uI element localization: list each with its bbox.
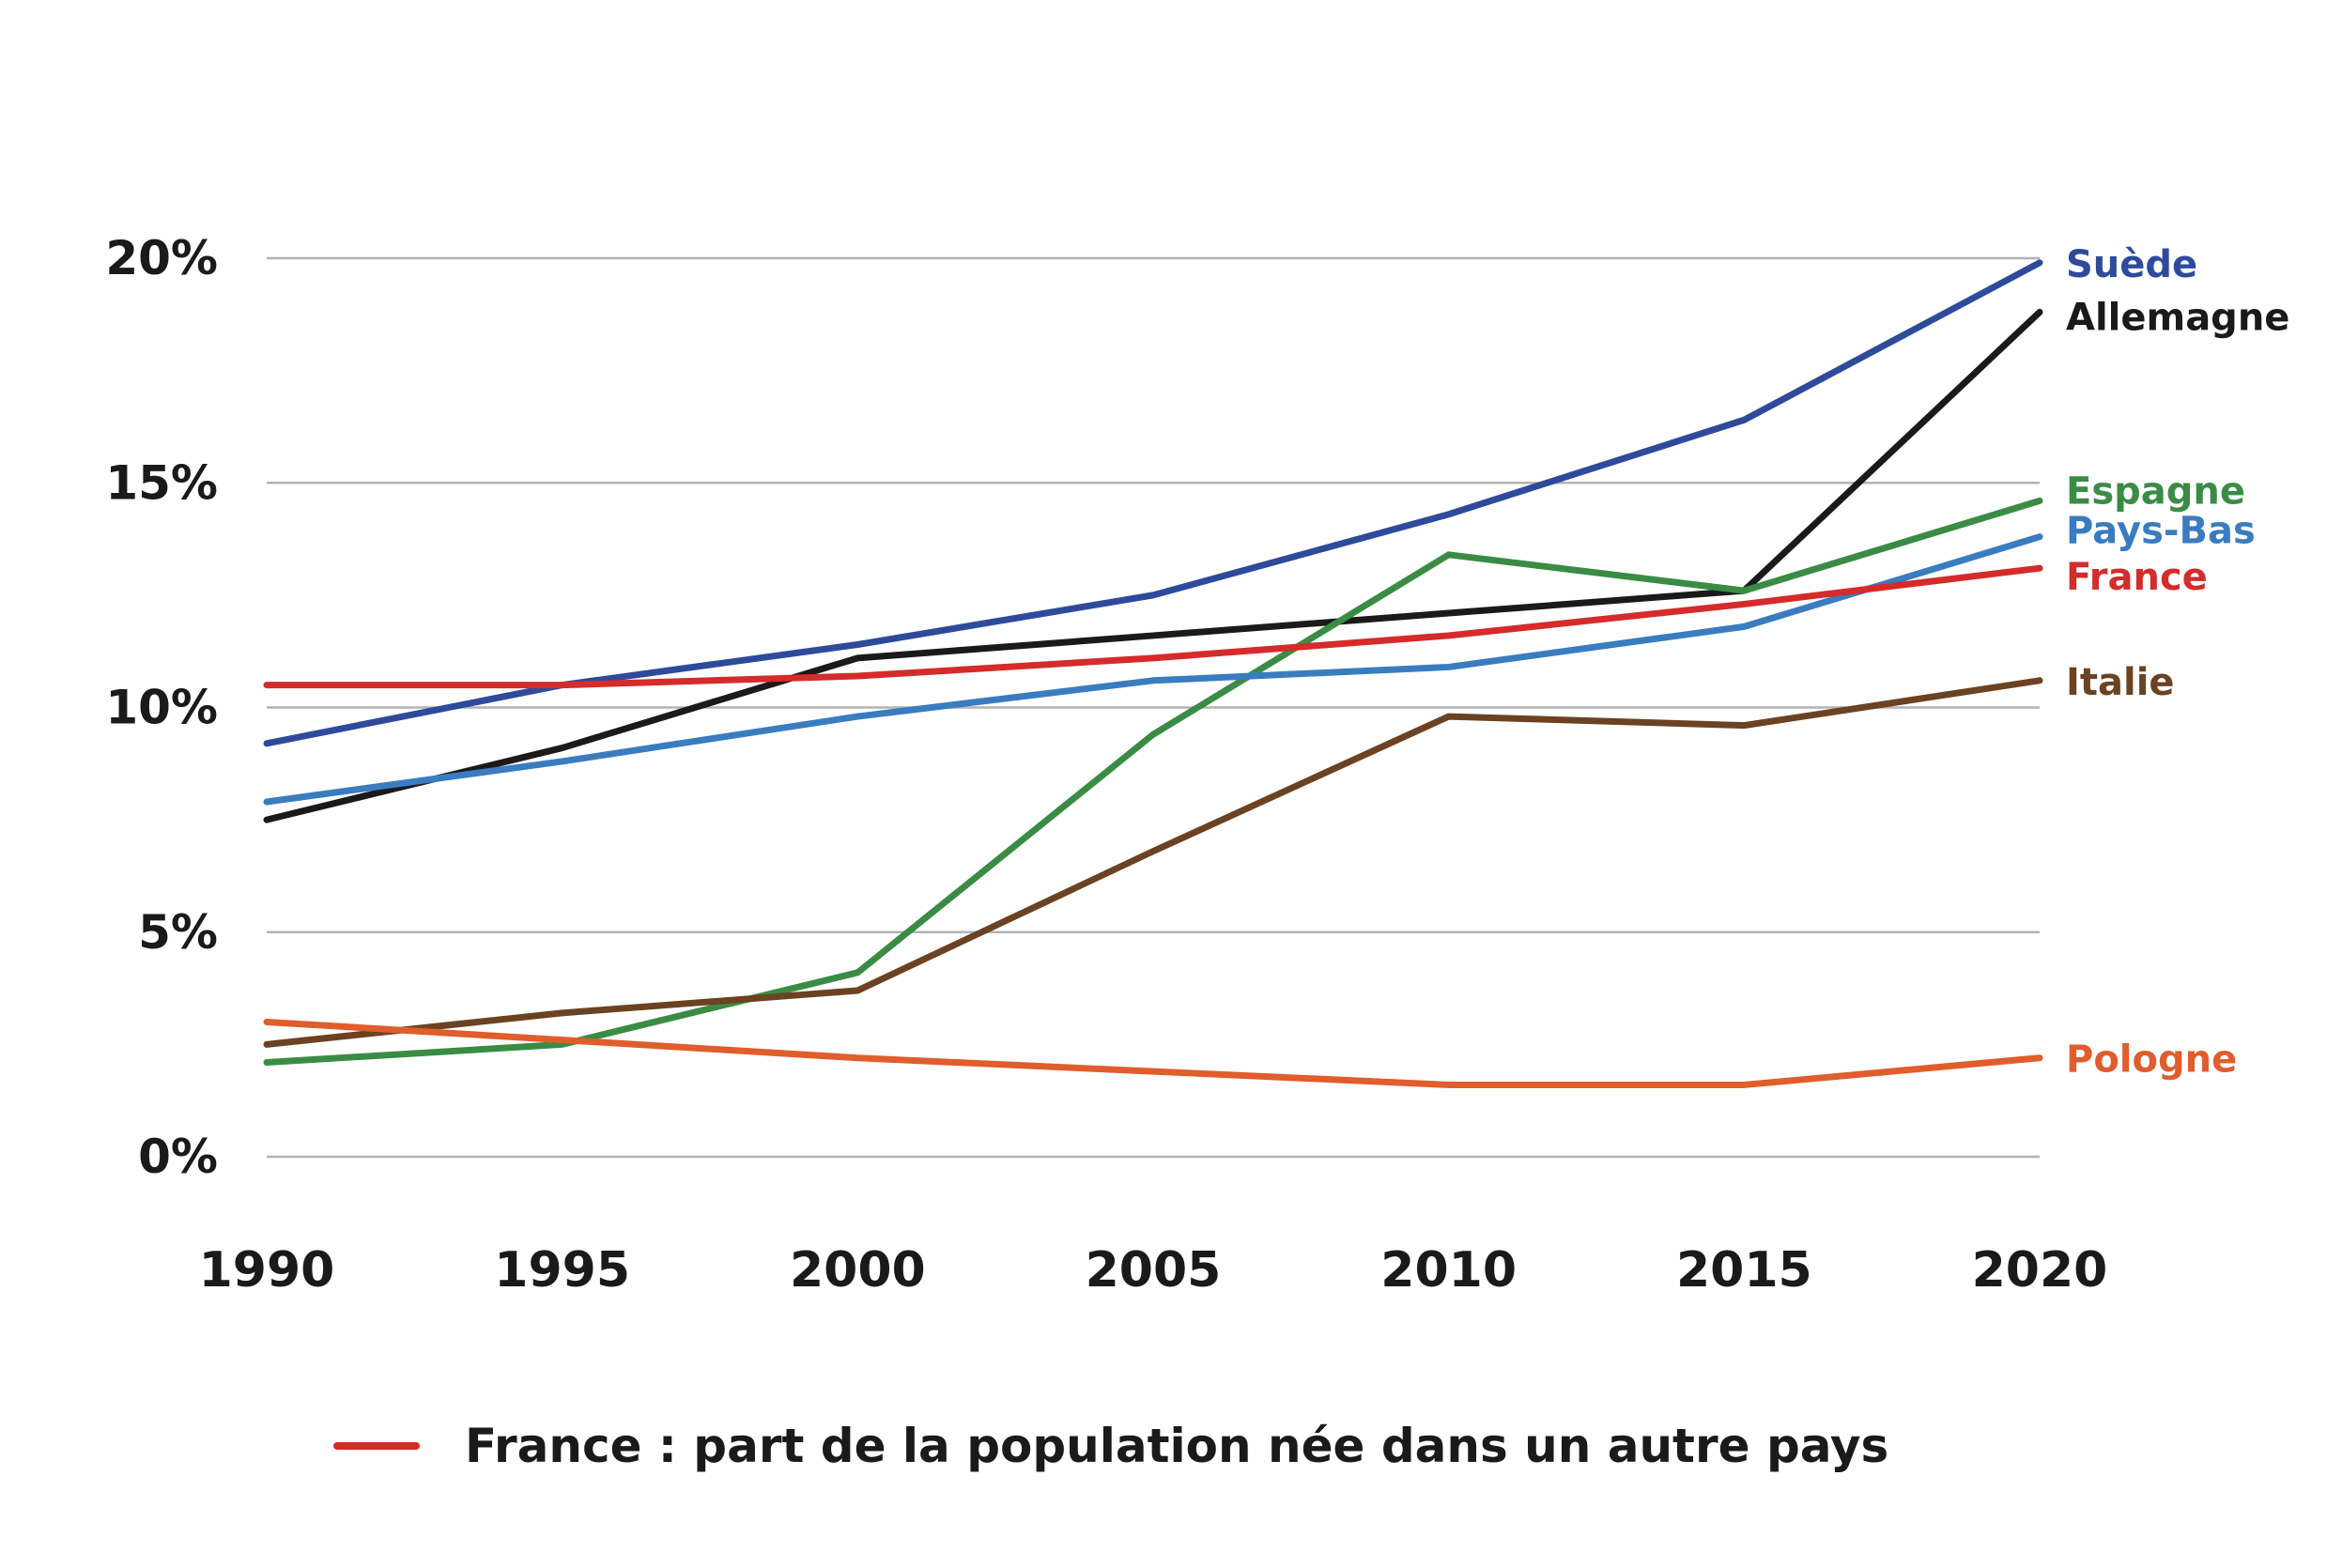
y-tick-label: 10% — [105, 681, 218, 735]
y-tick-label: 15% — [105, 455, 218, 510]
series-line-pays-bas — [263, 533, 2043, 806]
series-lines — [263, 259, 2043, 1088]
y-tick-label: 0% — [138, 1130, 218, 1184]
end-label-pays-bas: Pays-Bas — [2066, 510, 2256, 553]
series-line-espagne — [263, 497, 2043, 1067]
x-tick-label: 2005 — [1086, 1242, 1222, 1299]
end-label-pologne: Pologne — [2066, 1038, 2237, 1082]
series-line-suede — [263, 259, 2043, 747]
series-line-pologne — [263, 1018, 2043, 1088]
y-axis-tick-labels: 0% 5% 10% 15% 20% — [105, 231, 218, 1184]
x-tick-label: 2010 — [1380, 1242, 1517, 1299]
legend: France : part de la population née dans … — [333, 1413, 1888, 1479]
series-line-france — [263, 564, 2043, 689]
x-tick-label: 2000 — [790, 1242, 926, 1299]
legend-label-france: France : part de la population née dans … — [465, 1419, 1889, 1473]
x-axis-tick-labels: 1990 1995 2000 2005 2010 2015 2020 — [199, 1242, 2108, 1299]
legend-swatch-france — [333, 1442, 420, 1450]
end-label-france: France — [2066, 556, 2208, 599]
end-label-suede: Suède — [2066, 243, 2197, 286]
x-tick-label: 1990 — [199, 1242, 335, 1299]
end-label-espagne: Espagne — [2066, 469, 2245, 513]
x-tick-label: 2020 — [1972, 1242, 2108, 1299]
series-line-italie — [263, 677, 2043, 1048]
y-tick-label: 5% — [138, 905, 218, 960]
x-tick-label: 2015 — [1676, 1242, 1812, 1299]
x-tick-label: 1995 — [494, 1242, 630, 1299]
end-label-allemagne: Allemagne — [2066, 296, 2289, 339]
series-line-allemagne — [263, 308, 2043, 823]
y-tick-label: 20% — [105, 231, 218, 285]
end-label-italie: Italie — [2066, 661, 2175, 704]
grid-lines — [267, 256, 2040, 1159]
